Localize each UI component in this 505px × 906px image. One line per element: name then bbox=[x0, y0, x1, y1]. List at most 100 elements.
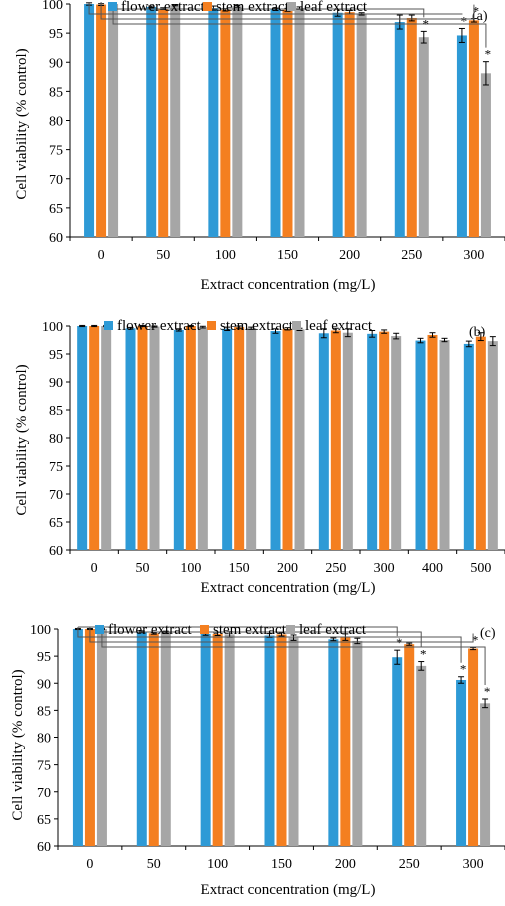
bar bbox=[391, 336, 402, 550]
significance-star: * bbox=[472, 632, 479, 647]
chart-panel-c: (c) Extract concentration (mg/L) Cell vi… bbox=[0, 600, 505, 901]
bar bbox=[197, 327, 208, 550]
bar bbox=[392, 657, 403, 846]
bar bbox=[84, 4, 95, 237]
chart-c-svg: (c) Extract concentration (mg/L) Cell vi… bbox=[10, 622, 505, 898]
y-tick-label: 60 bbox=[37, 840, 51, 855]
y-axis-title: Cell viability (% control) bbox=[14, 48, 30, 199]
bar bbox=[487, 341, 498, 550]
bar bbox=[356, 13, 367, 238]
y-tick-label: 85 bbox=[49, 85, 63, 100]
y-tick-label: 95 bbox=[37, 650, 51, 665]
legend-label: stem extract bbox=[213, 622, 287, 638]
bar bbox=[294, 8, 305, 238]
chart-panel-a: (a) Extract concentration (mg/L) Cell vi… bbox=[0, 0, 505, 300]
significance-star: * bbox=[484, 684, 491, 699]
legend-swatch bbox=[292, 321, 301, 330]
x-tick-label: 250 bbox=[401, 248, 422, 263]
bar bbox=[288, 637, 299, 846]
bar bbox=[367, 333, 378, 550]
x-tick-label: 50 bbox=[136, 561, 150, 576]
legend-swatch bbox=[287, 2, 296, 11]
bar bbox=[212, 633, 223, 846]
bar bbox=[173, 329, 184, 550]
legend-swatch bbox=[203, 2, 212, 11]
bar bbox=[137, 326, 148, 550]
x-tick-label: 150 bbox=[277, 248, 298, 263]
significance-star: * bbox=[460, 662, 467, 677]
y-tick-label: 65 bbox=[49, 202, 63, 217]
legend-label: stem extract bbox=[220, 318, 294, 334]
x-tick-label: 100 bbox=[180, 561, 201, 576]
legend-swatch bbox=[207, 321, 216, 330]
bar bbox=[294, 329, 305, 550]
x-axis-title: Extract concentration (mg/L) bbox=[201, 277, 376, 293]
y-axis-title: Cell viability (% control) bbox=[10, 669, 26, 820]
x-tick-label: 50 bbox=[147, 857, 161, 872]
bar bbox=[84, 629, 95, 846]
bar bbox=[352, 640, 363, 846]
legend-swatch bbox=[104, 321, 113, 330]
x-tick-label: 300 bbox=[463, 248, 484, 263]
chart-panel-b: (b) Extract concentration (mg/L) Cell vi… bbox=[0, 300, 505, 600]
legend-label: flower extract bbox=[108, 622, 193, 638]
bar bbox=[468, 20, 479, 238]
x-tick-label: 0 bbox=[86, 857, 93, 872]
y-tick-label: 60 bbox=[49, 544, 63, 559]
x-tick-label: 300 bbox=[463, 857, 484, 872]
bar bbox=[148, 633, 159, 846]
legend-swatch bbox=[95, 625, 104, 634]
legend-swatch bbox=[286, 625, 295, 634]
x-tick-label: 250 bbox=[325, 561, 346, 576]
bar bbox=[72, 629, 83, 846]
x-tick-label: 400 bbox=[422, 561, 443, 576]
x-tick-label: 50 bbox=[156, 248, 170, 263]
bar bbox=[96, 629, 107, 846]
y-axis-title: Cell viability (% control) bbox=[14, 364, 30, 515]
x-tick-label: 300 bbox=[374, 561, 395, 576]
x-tick-label: 0 bbox=[91, 561, 98, 576]
bar bbox=[136, 631, 147, 846]
bar bbox=[77, 326, 88, 550]
bar bbox=[328, 639, 339, 846]
x-tick-label: 500 bbox=[470, 561, 491, 576]
y-tick-label: 100 bbox=[42, 0, 63, 13]
comparison-bracket bbox=[101, 627, 486, 685]
bar bbox=[394, 22, 405, 238]
x-tick-label: 100 bbox=[215, 248, 236, 263]
legend-label: leaf extract bbox=[299, 622, 367, 638]
comparison-bracket bbox=[112, 2, 487, 48]
x-axis-title: Extract concentration (mg/L) bbox=[201, 882, 376, 898]
comparison-bracket bbox=[89, 627, 474, 643]
x-tick-label: 150 bbox=[229, 561, 250, 576]
x-tick-label: 250 bbox=[399, 857, 420, 872]
y-tick-label: 95 bbox=[49, 348, 63, 363]
y-tick-label: 90 bbox=[49, 376, 63, 391]
x-tick-label: 100 bbox=[207, 857, 228, 872]
bar bbox=[406, 17, 417, 238]
y-tick-label: 90 bbox=[37, 677, 51, 692]
comparison-bracket bbox=[100, 2, 475, 20]
bar bbox=[342, 332, 353, 550]
significance-star: * bbox=[461, 13, 468, 28]
bar bbox=[108, 4, 119, 237]
bar bbox=[340, 637, 351, 846]
y-tick-label: 65 bbox=[49, 516, 63, 531]
bar bbox=[439, 340, 450, 550]
legend-label: flower extract bbox=[117, 318, 202, 334]
bar bbox=[200, 633, 211, 846]
bar bbox=[330, 330, 341, 550]
panel-label: (a) bbox=[472, 9, 488, 24]
x-tick-label: 200 bbox=[277, 561, 298, 576]
bar bbox=[475, 336, 486, 550]
legend-label: leaf extract bbox=[305, 318, 373, 334]
bar bbox=[246, 328, 257, 550]
x-axis-title: Extract concentration (mg/L) bbox=[201, 580, 376, 596]
bar bbox=[232, 6, 243, 237]
comparison-bracket bbox=[88, 2, 463, 15]
bar bbox=[456, 679, 467, 846]
y-tick-label: 60 bbox=[49, 231, 63, 246]
y-tick-label: 80 bbox=[49, 432, 63, 447]
bar bbox=[224, 634, 235, 846]
bar bbox=[379, 331, 390, 550]
